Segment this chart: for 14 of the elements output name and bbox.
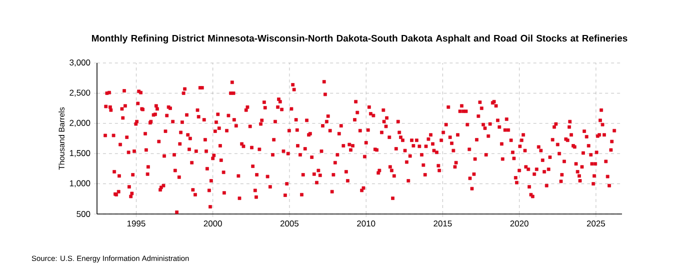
x-tick-label: 2025 — [586, 220, 606, 227]
x-tick-label: 2015 — [434, 220, 452, 227]
x-tick-label: 1995 — [127, 220, 146, 227]
y-tick-label: 3,000 — [70, 60, 90, 66]
y-tick-label: 2,500 — [70, 90, 90, 97]
x-tick-label: 2000 — [204, 220, 222, 227]
y-tick-label: 500 — [76, 211, 90, 217]
x-tick-label: 2020 — [510, 220, 528, 227]
x-tick-label: 2010 — [357, 220, 376, 227]
y-tick-label: 2,000 — [70, 120, 90, 127]
chart-title: Monthly Refining District Minnesota-Wisconsin-North Dakota-South Dakota Asphalt and Road Oil Stocks at Refineries — [92, 34, 628, 44]
x-tick-label: 2005 — [280, 220, 299, 227]
y-tick-label: 1,500 — [70, 150, 90, 158]
y-tick-label: 1,000 — [70, 180, 90, 188]
